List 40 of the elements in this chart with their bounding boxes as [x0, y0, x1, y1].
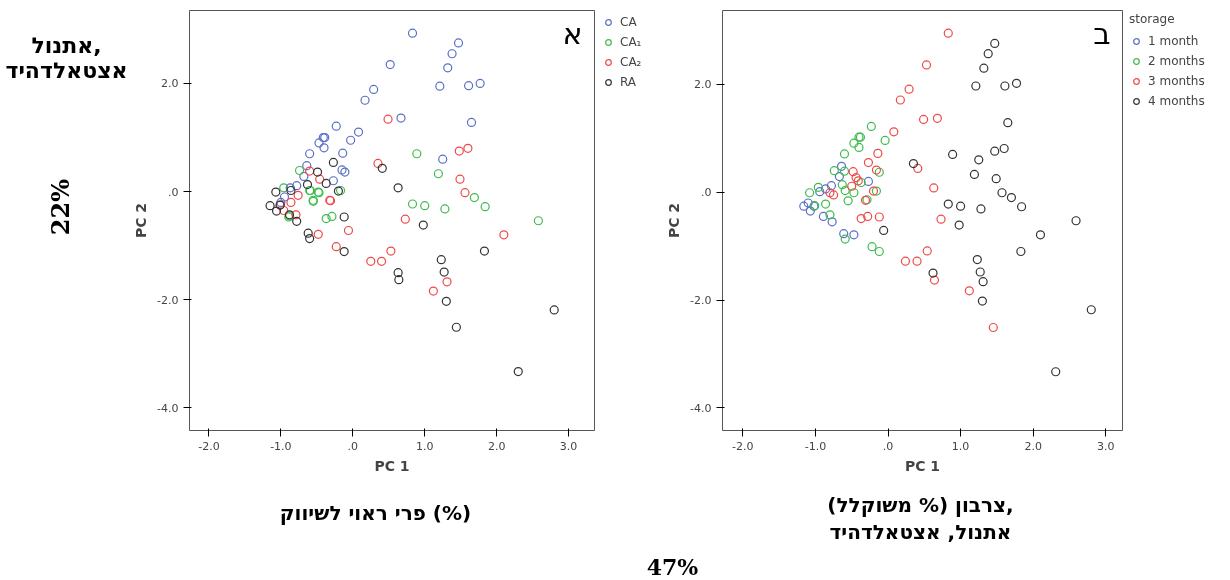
x-tick-label: -2.0 — [198, 439, 220, 453]
x-tick-label: 1.0 — [951, 439, 970, 453]
x-tick-label: 3.0 — [559, 439, 578, 453]
text: אתנול, אצטאלדהיד — [5, 33, 128, 84]
legend-label: 4 months — [1148, 94, 1205, 108]
x-axis-title: PC 1 — [374, 457, 410, 474]
y-axis-title: PC 2 — [666, 202, 683, 239]
y-tick-label: -2.0 — [690, 294, 712, 308]
x-tick-label: 2.0 — [487, 439, 506, 453]
chart-title: ב — [1093, 15, 1111, 51]
x-tick-label: .0 — [882, 439, 894, 453]
legend-label: 3 months — [1148, 74, 1205, 88]
x-axis-title: PC 1 — [904, 457, 941, 474]
x-tick-label: .0 — [347, 439, 359, 453]
y-tick-label: .0 — [168, 185, 179, 199]
chart-title: א — [562, 15, 583, 51]
legend-label: CA₁ — [620, 35, 642, 49]
text: 47% — [646, 553, 699, 580]
text: 22% — [46, 178, 75, 236]
legend-label: CA₂ — [620, 55, 642, 69]
x-tick-label: 2.0 — [1024, 439, 1042, 453]
legend-label: RA — [620, 75, 638, 89]
legend-label: CA — [620, 15, 638, 29]
legend-title: storage — [1129, 12, 1176, 26]
y-tick-label: -4.0 — [690, 401, 712, 415]
x-tick-label: -2.0 — [732, 439, 754, 453]
x-tick-label: -1.0 — [804, 439, 827, 453]
y-tick-label: 2.0 — [694, 78, 712, 92]
y-tick-label: .0 — [701, 186, 712, 200]
x-tick-label: 1.0 — [415, 439, 434, 453]
y-tick-label: 2.0 — [161, 77, 179, 91]
y-tick-label: -4.0 — [157, 401, 179, 415]
legend-label: 2 months — [1148, 54, 1205, 68]
text: צרבון (% משוקלל), אתנול, אצטאלדהיד — [827, 492, 1014, 544]
x-tick-label: -1.0 — [270, 439, 292, 453]
legend-label: 1 month — [1148, 34, 1199, 48]
y-axis-title: PC 2 — [133, 202, 150, 239]
y-tick-label: -2.0 — [157, 293, 179, 307]
text: פרי ראוי לשיווק (%) — [279, 500, 472, 525]
x-tick-label: 3.0 — [1097, 439, 1115, 453]
